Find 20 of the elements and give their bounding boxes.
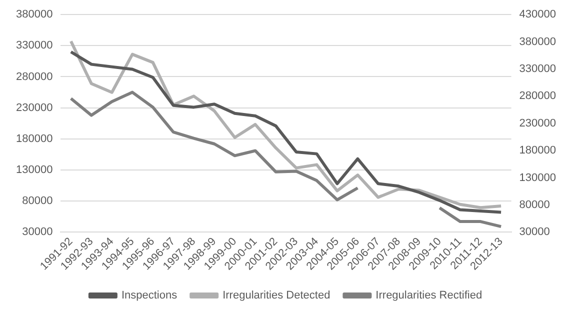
y2-tick-label: 230000 [519,117,556,130]
y2-tick-label: 30000 [519,226,550,238]
y2-tick-label: 180000 [519,144,556,157]
y-tick-label: 380000 [16,8,53,21]
y-tick-label: 180000 [16,132,53,145]
y-tick-label: 130000 [16,164,53,176]
y2-tick-label: 280000 [519,90,556,102]
y2-tick-label: 80000 [519,198,550,211]
y-tick-label: 330000 [16,40,53,52]
legend-label: Irregularities Detected [222,290,330,302]
y-tick-label: 30000 [22,226,53,238]
y-tick-label: 280000 [16,70,53,83]
legend-label: Irregularities Rectified [376,290,482,302]
y2-tick-label: 380000 [519,36,556,48]
y-tick-label: 230000 [16,102,53,114]
y-tick-label: 80000 [22,195,53,208]
y2-tick-label: 330000 [519,63,556,76]
y2-tick-label: 130000 [519,172,556,184]
legend-label: Inspections [121,290,178,302]
y2-tick-label: 430000 [519,8,556,21]
